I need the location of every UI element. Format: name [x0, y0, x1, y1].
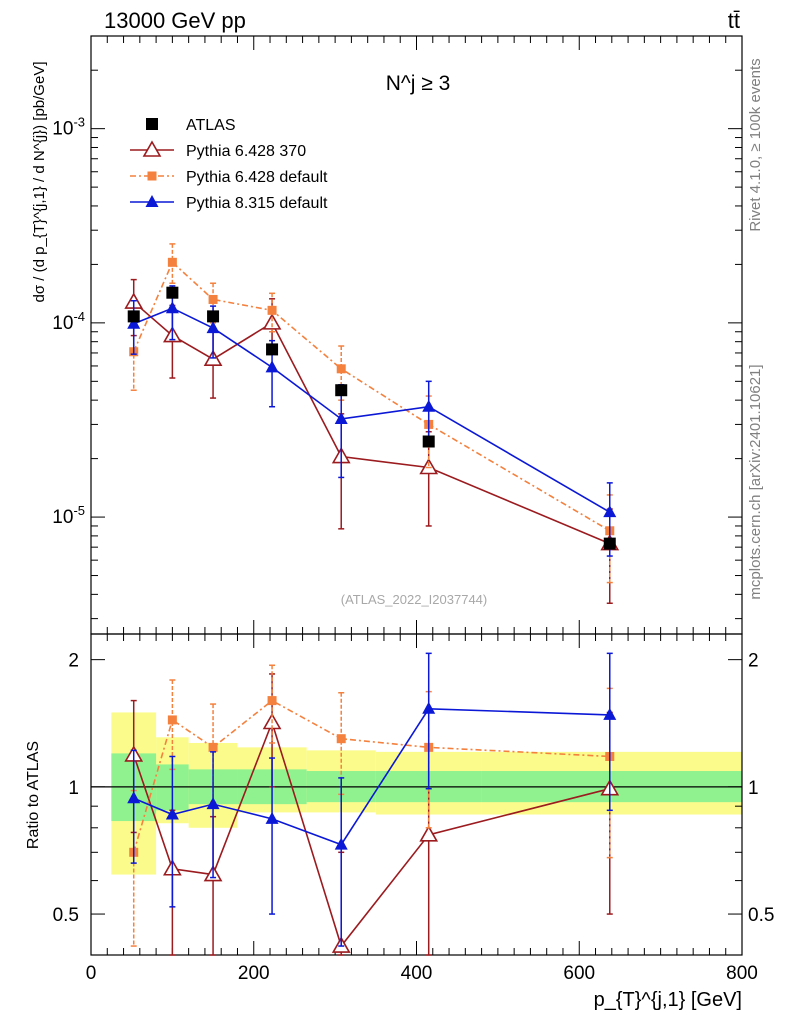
legend-label-pythia-6-428-default: Pythia 6.428 default	[186, 169, 328, 186]
legend: ATLAS Pythia 6.428 370 Pythia 6.428 defaul…	[130, 117, 328, 212]
tick-label-exponent: -3	[73, 115, 85, 130]
legend-pythia-6-428-370-marker	[142, 140, 162, 157]
ratio-pythia-8-315-default-marker	[265, 811, 279, 824]
tick-label-base: 10	[52, 119, 73, 140]
main-series-layer	[124, 243, 620, 604]
main-series-pythia-6-428-default	[129, 243, 615, 584]
ratio-series-layer	[124, 652, 620, 956]
main-atlas-marker	[266, 343, 279, 356]
ratio-pythia-8-315-default-marker	[165, 807, 179, 820]
main-atlas-marker	[335, 384, 348, 397]
ratio-series-pythia-8-315-default	[127, 652, 617, 947]
main-atlas-marker	[603, 537, 616, 550]
ratio-y-tick-label-left: 2	[68, 651, 79, 672]
ratio-y-tick-label-left: 1	[68, 778, 79, 799]
mcplots-label: mcplots.cern.ch [arXiv:2401.10621]	[747, 364, 764, 599]
main-pythia-6-428-370-marker	[419, 457, 439, 475]
main-axis-ticks: 10-510-410-3	[52, 35, 743, 634]
main-atlas-marker	[127, 310, 140, 323]
main-pythia-6-428-default-marker	[267, 305, 277, 315]
main-y-tick-label: 10-3	[52, 115, 85, 140]
ratio-pythia-6-428-default-marker	[167, 715, 177, 725]
tick-label-exponent: -4	[73, 309, 85, 324]
x-tick-label: 600	[563, 963, 595, 984]
legend-label-pythia-8-315-default: Pythia 8.315 default	[186, 195, 328, 212]
main-series-atlas	[127, 286, 616, 550]
ratio-pythia-8-315-default-marker	[422, 701, 436, 714]
ratio-pythia-6-428-default-marker	[267, 696, 277, 706]
legend-entry-pythia-6-428-370: Pythia 6.428 370	[130, 140, 306, 160]
ratio-y-tick-label-right: 1	[748, 778, 759, 799]
main-y-tick-label: 10-5	[52, 503, 85, 528]
x-axis-label: p_{T}^{j,1} [GeV]	[594, 989, 742, 1011]
legend-pythia-8-315-default-marker	[145, 195, 159, 207]
ratio-y-tick-label-right: 0.5	[748, 905, 774, 926]
main-pythia-6-428-default-marker	[208, 294, 218, 304]
main-atlas-marker	[422, 435, 435, 448]
main-atlas-marker	[207, 310, 220, 323]
main-atlas-marker	[166, 286, 179, 299]
main-y-axis-label: dσ / (d p_{T}^{j,1} / d N^{j}) [pb/GeV]	[31, 62, 48, 303]
main-pythia-8-315-default-marker	[165, 301, 179, 314]
legend-entry-pythia-6-428-default: Pythia 6.428 default	[130, 169, 328, 186]
ratio-pythia-8-315-default-marker	[603, 707, 617, 720]
legend-label-pythia-6-428-370: Pythia 6.428 370	[186, 143, 306, 160]
main-pythia-8-315-default-marker	[334, 411, 348, 424]
ratio-pythia-8-315-default-marker	[334, 837, 348, 850]
legend-atlas-marker	[146, 118, 158, 130]
main-watermark: (ATLAS_2022_I2037744)	[341, 592, 487, 607]
legend-entry-pythia-8-315-default: Pythia 8.315 default	[130, 195, 328, 212]
legend-pythia-6-428-default-marker	[147, 171, 157, 181]
header-process: 13000 GeV pp	[104, 8, 246, 33]
ratio-y-tick-label-right: 2	[748, 651, 759, 672]
x-tick-label: 0	[86, 963, 97, 984]
main-panel: 10-510-410-3 (ATLAS_2022_I2037744) dσ / …	[31, 35, 743, 635]
main-pythia-8-315-default-marker	[603, 505, 617, 518]
main-pythia-8-315-default-marker	[422, 399, 436, 412]
main-pythia-8-315-default-marker	[206, 321, 220, 334]
ratio-pythia-6-428-370-marker	[419, 825, 439, 842]
legend-entry-atlas: ATLAS	[146, 117, 236, 134]
main-pythia-6-428-default-line	[132, 260, 611, 532]
main-series-pythia-6-428-370	[124, 278, 620, 604]
rivet-version-label: Rivet 4.1.0, ≥ 100k events	[747, 58, 764, 231]
x-tick-label: 400	[401, 963, 433, 984]
ratio-pythia-8-315-default-marker	[206, 797, 220, 810]
tick-label-exponent: -5	[73, 503, 85, 518]
x-tick-label: 800	[726, 963, 758, 984]
main-pythia-8-315-default-marker	[265, 360, 279, 373]
x-tick-label: 200	[238, 963, 270, 984]
ratio-y-axis-label: Ratio to ATLAS	[25, 741, 42, 849]
header-final-state: tt̄	[728, 8, 740, 33]
main-pythia-6-428-370-marker	[262, 313, 282, 330]
main-pythia-6-428-default-marker	[167, 257, 177, 267]
main-pythia-8-315-default-marker	[127, 316, 141, 329]
ratio-panel: 0.5 0.5 1 1 2 2 0 200 400 600 800 Ratio to ATLAS p…	[25, 633, 774, 1011]
main-y-tick-label: 10-4	[52, 309, 85, 334]
ratio-axis-ticks: 0.5 0.5 1 1 2 2 0 200 400 600 800	[53, 633, 774, 984]
ratio-pythia-6-428-default-marker	[208, 742, 218, 752]
ratio-pythia-6-428-default-marker	[336, 734, 346, 744]
ratio-y-tick-label-left: 0.5	[53, 905, 79, 926]
main-pythia-6-428-default-marker	[336, 364, 346, 374]
legend-label-atlas: ATLAS	[186, 117, 236, 134]
plot-title: N^j ≥ 3	[386, 72, 451, 95]
main-pythia-6-428-370-line	[133, 301, 611, 545]
tick-label-base: 10	[52, 313, 73, 334]
ratio-pythia-8-315-default-marker	[127, 791, 141, 804]
tick-label-base: 10	[52, 507, 73, 528]
main-y-axis-label-text: dσ / (d p_{T}^{j,1} / d N^{j}) [pb/GeV]	[31, 62, 48, 303]
main-pythia-8-315-default-line	[133, 307, 611, 513]
